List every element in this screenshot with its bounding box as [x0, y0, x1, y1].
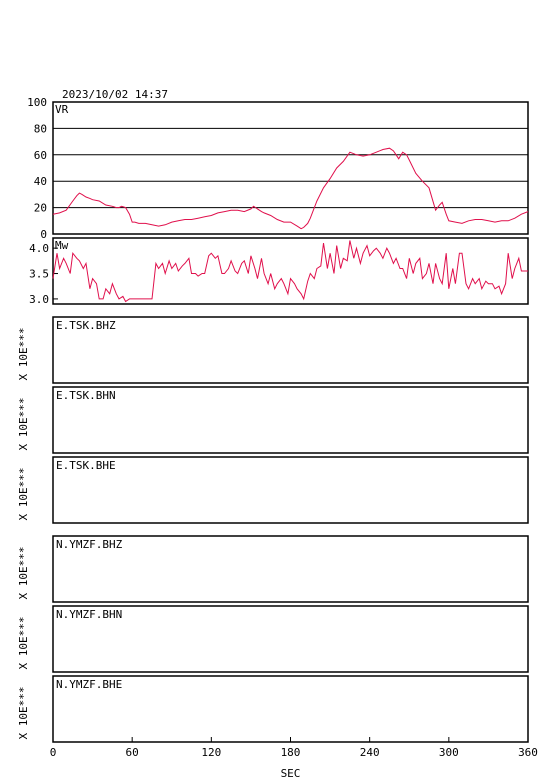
- trace-panel-frame: [52, 675, 529, 743]
- trace-panel-frame: [52, 605, 529, 673]
- vr-y-tick-label: 100: [27, 96, 47, 109]
- vr-y-tick-label: 20: [34, 202, 47, 215]
- vr-series-line: [52, 147, 529, 230]
- trace-scale-label: X 10E***: [17, 328, 30, 381]
- vr-panel-frame: [52, 101, 529, 235]
- mw-y-tick-label: 3.5: [29, 268, 49, 281]
- vr-y-tick-label: 60: [34, 149, 47, 162]
- x-tick-label: 0: [50, 746, 57, 759]
- trace-scale-label: X 10E***: [17, 617, 30, 670]
- trace-scale-label: X 10E***: [17, 398, 30, 451]
- trace-panel-frame: [52, 456, 529, 524]
- x-axis-label: SEC: [281, 767, 301, 780]
- x-tick-label: 120: [201, 746, 221, 759]
- trace-station-label: E.TSK.BHZ: [56, 319, 116, 332]
- trace-panel-frame: [52, 386, 529, 454]
- trace-station-label: E.TSK.BHE: [56, 459, 116, 472]
- trace-station-label: N.YMZF.BHZ: [56, 538, 123, 551]
- trace-station-label: N.YMZF.BHN: [56, 608, 122, 621]
- trace-station-label: N.YMZF.BHE: [56, 678, 122, 691]
- vr-y-tick-label: 80: [34, 122, 47, 135]
- x-tick-label: 180: [281, 746, 301, 759]
- x-tick-label: 360: [518, 746, 538, 759]
- mw-y-tick-label: 3.0: [29, 293, 49, 306]
- mw-series-line: [52, 240, 528, 303]
- x-tick-label: 240: [360, 746, 380, 759]
- mw-panel-title: Mw: [55, 239, 69, 252]
- trace-scale-label: X 10E***: [17, 547, 30, 600]
- trace-panel-frame: [52, 316, 529, 384]
- vr-y-tick-label: 0: [40, 228, 47, 241]
- vr-y-tick-label: 40: [34, 175, 47, 188]
- trace-scale-label: X 10E***: [17, 687, 30, 740]
- trace-panel-frame: [52, 535, 529, 603]
- header-datetime: 2023/10/02 14:37: [62, 88, 168, 101]
- x-tick-label: 300: [439, 746, 459, 759]
- mw-y-tick-label: 4.0: [29, 242, 49, 255]
- trace-scale-label: X 10E***: [17, 468, 30, 521]
- x-tick-label: 60: [126, 746, 139, 759]
- trace-station-label: E.TSK.BHN: [56, 389, 116, 402]
- vr-panel-title: VR: [55, 103, 69, 116]
